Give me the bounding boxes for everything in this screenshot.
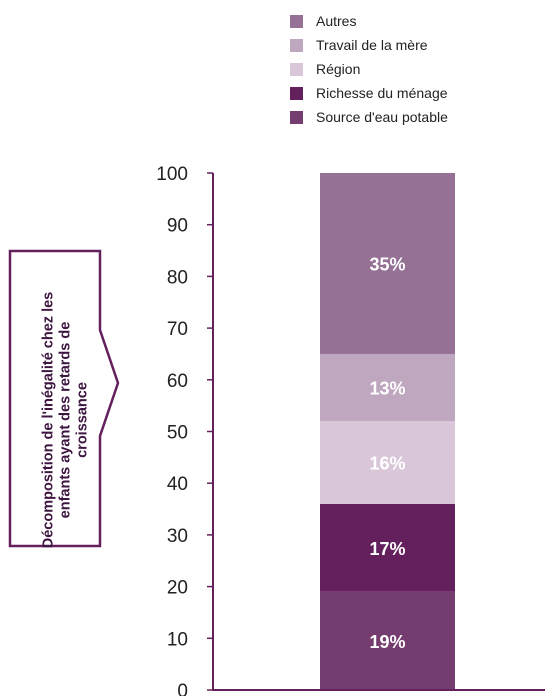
legend-label: Travail de la mère	[316, 37, 428, 53]
legend-label: Source d'eau potable	[316, 109, 448, 125]
legend-item-region: Région	[290, 57, 448, 81]
bar-data-label: 35%	[369, 254, 405, 274]
legend-label: Autres	[316, 13, 357, 29]
legend-item-autres: Autres	[290, 9, 448, 33]
legend-swatch	[290, 62, 303, 76]
y-tick-label: 20	[167, 578, 188, 599]
y-tick-label: 50	[167, 423, 188, 444]
legend-swatch	[290, 86, 303, 100]
bar-segment	[320, 421, 455, 504]
bar-segment	[320, 503, 455, 592]
bar-data-label: 17%	[369, 539, 405, 559]
bar-segment	[320, 353, 455, 422]
legend-item-richesse-du-menage: Richesse du ménage	[290, 81, 448, 105]
bar-data-label: 13%	[369, 379, 405, 399]
bar-data-label: 19%	[369, 632, 405, 652]
bar-data-label: 16%	[369, 454, 405, 474]
arrow-outline	[8, 249, 120, 548]
y-tick-label: 80	[167, 267, 188, 288]
bar-data-labels: 19% 17% 16% 13% 35%	[369, 254, 405, 651]
chart-legend: Autres Travail de la mère Région Richess…	[290, 9, 448, 129]
legend-swatch	[290, 14, 303, 28]
y-tick-label: 60	[167, 371, 188, 392]
legend-label: Richesse du ménage	[316, 85, 448, 101]
legend-item-travail-de-la-mere: Travail de la mère	[290, 33, 448, 57]
y-tick-label: 0	[177, 681, 188, 696]
y-tick-labels: 0 10 20 30 40 50 60 70 80 90 100	[156, 164, 213, 696]
y-tick-label: 30	[167, 526, 188, 547]
y-axis-note: Décomposition de l'inégalité chez les en…	[10, 247, 110, 548]
y-axis-note-text: Décomposition de l'inégalité chez les en…	[40, 291, 91, 549]
bar-segment	[320, 591, 455, 690]
bar-segment	[320, 173, 455, 354]
arrow-icon	[8, 249, 120, 548]
y-tick-label: 90	[167, 216, 188, 237]
y-tick-label: 40	[167, 474, 188, 495]
y-tick-label: 10	[167, 629, 188, 650]
legend-item-source-d-eau-potable: Source d'eau potable	[290, 105, 448, 129]
legend-swatch	[290, 38, 303, 52]
legend-swatch	[290, 110, 303, 124]
y-tick-label: 70	[167, 319, 188, 340]
legend-label: Région	[316, 61, 361, 77]
bar-segments	[320, 173, 455, 690]
y-tick-label: 100	[156, 164, 188, 185]
